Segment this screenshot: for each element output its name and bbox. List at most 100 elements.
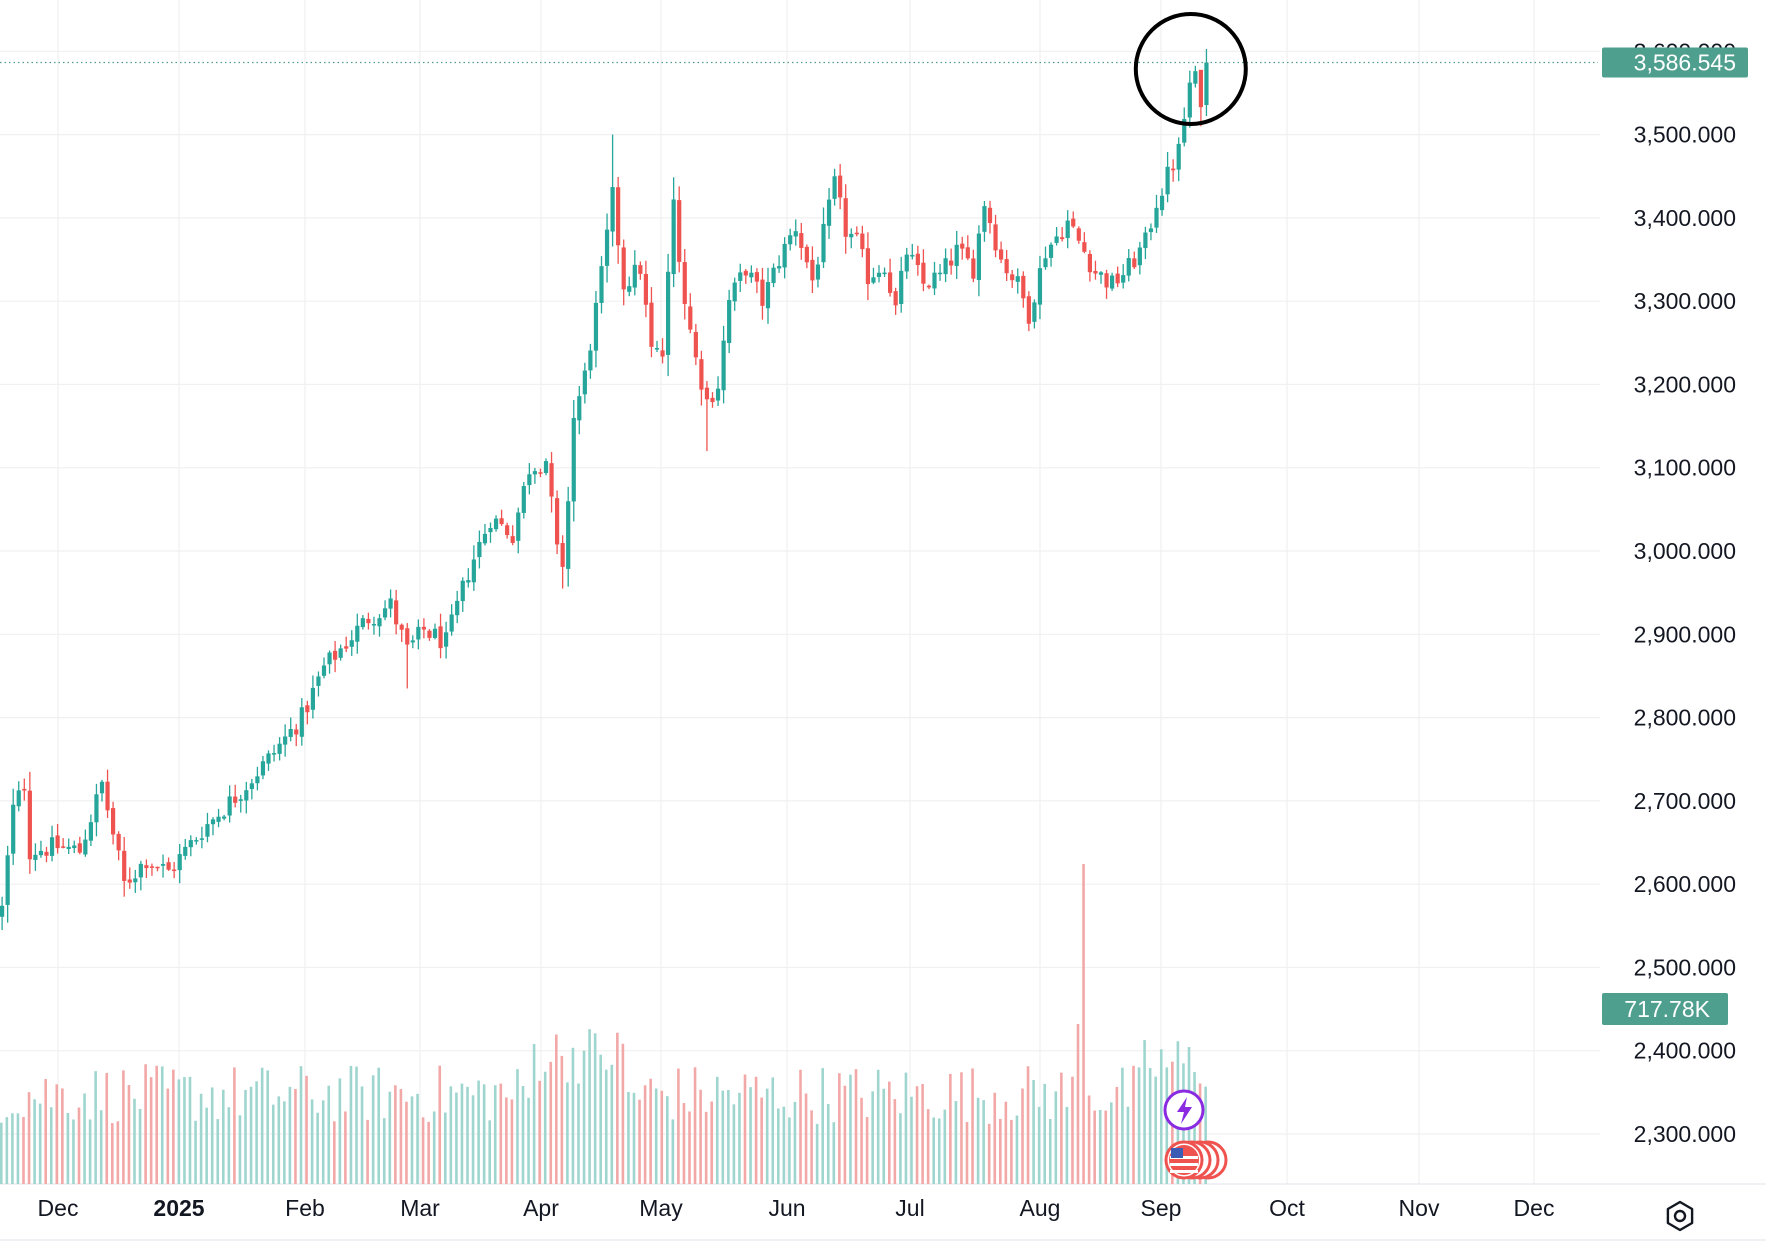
candle-body [22, 788, 27, 791]
volume-bar [793, 1101, 797, 1184]
candle-body [610, 187, 615, 232]
candle-body [1193, 71, 1198, 84]
volume-tag-label: 717.78K [1624, 996, 1710, 1022]
annotation-circle [1133, 12, 1248, 126]
candle-body [88, 822, 93, 841]
candle-body [116, 833, 121, 851]
candle-body [344, 646, 349, 649]
flag-stripe [1170, 1170, 1198, 1173]
candle-body [271, 753, 277, 755]
volume-bar [144, 1064, 147, 1184]
volume-bar [799, 1069, 802, 1184]
y-tick-label: 3,100.000 [1634, 455, 1736, 481]
candle-body [266, 753, 271, 764]
volume-bar [843, 1085, 847, 1184]
candle-body [0, 905, 5, 917]
candle-body [555, 498, 560, 545]
volume-bar [310, 1099, 314, 1184]
volume-bar [1065, 1106, 1069, 1184]
volume-bar [427, 1121, 430, 1184]
candle-body [649, 302, 654, 347]
y-tick-label: 2,600.000 [1634, 871, 1736, 897]
volume-bar [654, 1088, 658, 1184]
volume-bar [560, 1055, 564, 1184]
volume-bar [616, 1032, 619, 1184]
volume-bar [83, 1093, 86, 1184]
volume-bar [371, 1075, 375, 1184]
volume-bar [1060, 1072, 1063, 1184]
candle-body [1037, 268, 1043, 305]
y-tick-label: 3,200.000 [1634, 371, 1736, 397]
candle-body [316, 676, 321, 686]
candle-body [532, 471, 537, 475]
candle-body [255, 776, 260, 784]
candle-body [643, 273, 648, 305]
candle-body [371, 624, 377, 626]
volume-bar [216, 1119, 220, 1184]
volume-bar [727, 1089, 730, 1184]
volume-bar [116, 1121, 120, 1184]
volume-bar [1198, 1083, 1202, 1184]
candle-body [965, 247, 970, 259]
volume-bar [33, 1099, 36, 1184]
candle-body [299, 707, 304, 737]
candle-body [499, 518, 504, 525]
volume-bar [1048, 1119, 1052, 1184]
candle-body [699, 359, 704, 390]
candle-body [621, 247, 626, 290]
volume-bar [788, 1117, 791, 1184]
candle-body [538, 472, 543, 474]
candle-body [382, 608, 388, 618]
candle-body [826, 199, 832, 226]
volume-bar [610, 1064, 614, 1184]
candle-body [888, 272, 893, 293]
candle-body [1060, 237, 1065, 240]
candle-body [527, 474, 532, 486]
candle-body [693, 331, 698, 358]
volume-bar [5, 1117, 9, 1184]
volume-bar [854, 1069, 858, 1184]
volume-bar [643, 1085, 647, 1184]
volume-bar [1004, 1101, 1008, 1184]
candle-body [1143, 232, 1148, 249]
volume-bar [127, 1084, 131, 1184]
volume-bar [1026, 1066, 1030, 1184]
volume-bar [521, 1086, 525, 1184]
candle-body [160, 864, 166, 866]
candle-body [1148, 228, 1154, 233]
volume-bar [1126, 1106, 1130, 1184]
volume-bar [222, 1089, 225, 1184]
volume-bar [821, 1068, 824, 1184]
volume-bar [932, 1117, 935, 1184]
volume-bar [949, 1073, 952, 1184]
volume-bar [349, 1065, 353, 1184]
volume-bar [238, 1115, 242, 1184]
volume-bar [288, 1086, 292, 1184]
us-flag-event-icon[interactable] [1164, 1140, 1228, 1180]
candle-body [743, 270, 748, 276]
volume-bar [1110, 1102, 1113, 1184]
candle-body [321, 665, 327, 676]
volume-bar [599, 1054, 602, 1184]
candle-body [849, 233, 854, 238]
volume-bar [699, 1089, 702, 1184]
volume-bar [111, 1123, 114, 1184]
volume-bar [871, 1091, 874, 1184]
volume-bar [865, 1117, 869, 1184]
volume-bar [105, 1072, 109, 1184]
y-tick-label: 3,000.000 [1634, 538, 1736, 564]
candle-body [1082, 242, 1087, 252]
x-tick-label: Dec [1514, 1195, 1555, 1221]
candle-body [666, 271, 671, 355]
candle-body [1043, 258, 1048, 268]
volume-bar [94, 1071, 97, 1184]
lightning-event-icon[interactable] [1163, 1089, 1205, 1131]
candle-body [177, 854, 182, 871]
candle-body [599, 266, 604, 303]
settings-gear-icon[interactable] [1666, 1200, 1694, 1232]
candle-body [738, 272, 743, 281]
x-tick-label: Aug [1020, 1195, 1061, 1221]
